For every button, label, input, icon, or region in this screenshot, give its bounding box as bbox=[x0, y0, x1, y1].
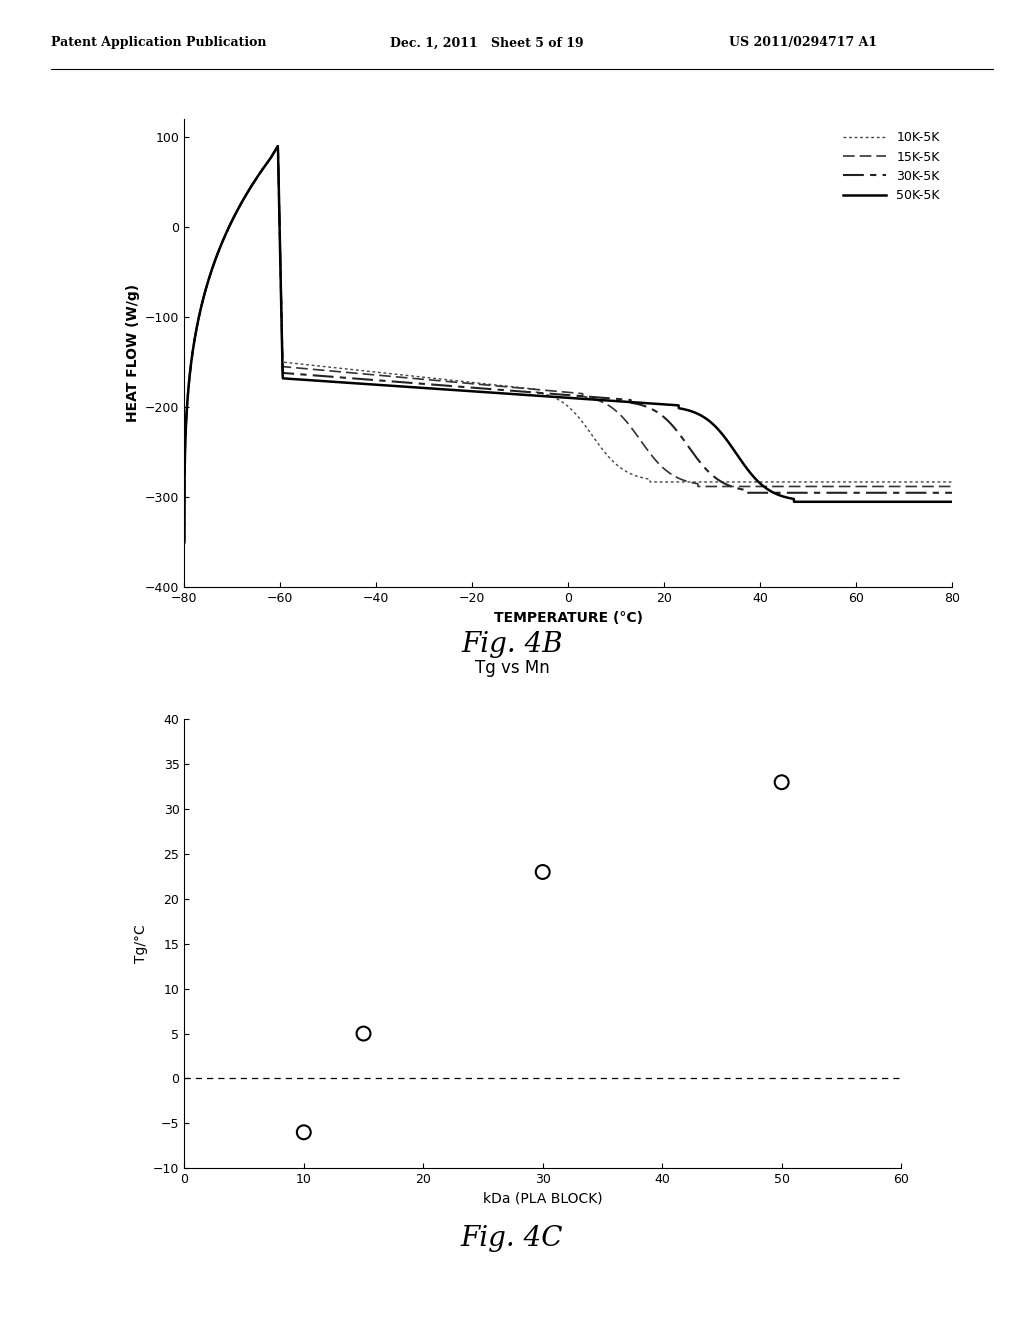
15K-5K bbox=[849, 479, 861, 495]
Text: Fig. 4C: Fig. 4C bbox=[461, 1225, 563, 1251]
50K-5K bbox=[178, 535, 190, 550]
Line: 10K-5K: 10K-5K bbox=[184, 147, 952, 543]
15K-5K bbox=[178, 535, 190, 550]
10K-5K bbox=[271, 139, 284, 154]
Line: 30K-5K: 30K-5K bbox=[184, 147, 952, 543]
10K-5K bbox=[178, 535, 190, 550]
30K-5K bbox=[931, 484, 943, 500]
15K-5K bbox=[473, 376, 485, 392]
15K-5K bbox=[506, 379, 518, 395]
Text: Dec. 1, 2011   Sheet 5 of 19: Dec. 1, 2011 Sheet 5 of 19 bbox=[390, 37, 584, 49]
30K-5K bbox=[311, 368, 324, 384]
Y-axis label: HEAT FLOW (W/g): HEAT FLOW (W/g) bbox=[126, 284, 139, 422]
50K-5K bbox=[473, 384, 485, 400]
50K-5K bbox=[506, 385, 518, 401]
30K-5K bbox=[506, 383, 518, 399]
50K-5K bbox=[946, 494, 958, 510]
Text: Patent Application Publication: Patent Application Publication bbox=[51, 37, 266, 49]
50K-5K bbox=[931, 494, 943, 510]
30K-5K bbox=[178, 535, 190, 550]
15K-5K bbox=[311, 362, 324, 378]
30K-5K bbox=[266, 148, 279, 164]
15K-5K bbox=[271, 139, 284, 154]
Line: 15K-5K: 15K-5K bbox=[184, 147, 952, 543]
10K-5K bbox=[266, 148, 279, 164]
Point bbox=[296, 1122, 312, 1143]
15K-5K bbox=[946, 479, 958, 495]
Point bbox=[355, 1023, 372, 1044]
30K-5K bbox=[849, 484, 861, 500]
15K-5K bbox=[931, 479, 943, 495]
Line: 50K-5K: 50K-5K bbox=[184, 147, 952, 543]
Point bbox=[535, 862, 551, 883]
Y-axis label: Tg/°C: Tg/°C bbox=[133, 924, 147, 964]
Legend: 10K-5K, 15K-5K, 30K-5K, 50K-5K: 10K-5K, 15K-5K, 30K-5K, 50K-5K bbox=[837, 125, 946, 209]
50K-5K bbox=[849, 494, 861, 510]
30K-5K bbox=[473, 380, 485, 396]
Text: US 2011/0294717 A1: US 2011/0294717 A1 bbox=[729, 37, 878, 49]
50K-5K bbox=[311, 372, 324, 388]
X-axis label: TEMPERATURE (°C): TEMPERATURE (°C) bbox=[494, 611, 643, 624]
10K-5K bbox=[849, 474, 861, 490]
10K-5K bbox=[931, 474, 943, 490]
X-axis label: kDa (PLA BLOCK): kDa (PLA BLOCK) bbox=[483, 1192, 602, 1205]
Text: Fig. 4B: Fig. 4B bbox=[461, 631, 563, 657]
50K-5K bbox=[271, 139, 284, 154]
Text: Tg vs Mn: Tg vs Mn bbox=[475, 659, 549, 677]
10K-5K bbox=[506, 379, 518, 395]
30K-5K bbox=[946, 484, 958, 500]
10K-5K bbox=[946, 474, 958, 490]
15K-5K bbox=[266, 148, 279, 164]
30K-5K bbox=[271, 139, 284, 154]
50K-5K bbox=[266, 148, 279, 164]
10K-5K bbox=[473, 375, 485, 391]
10K-5K bbox=[311, 358, 324, 374]
Point bbox=[773, 772, 790, 793]
